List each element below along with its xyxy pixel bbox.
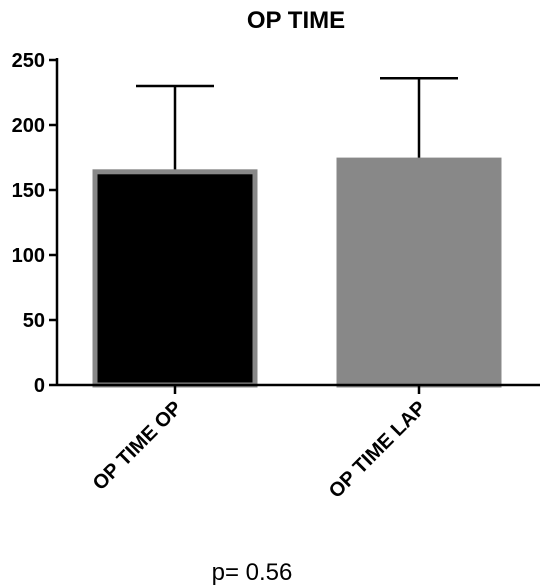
x-tick-label: OP TIME OP [89, 397, 187, 495]
y-tick-label: 150 [12, 180, 45, 202]
bar [336, 157, 502, 388]
bar [92, 169, 258, 388]
plot-area: 0 50 100 150 200 250 OP TIME OP OP TIME LAP [12, 50, 540, 503]
y-tick-label: 100 [12, 245, 45, 267]
x-tick-label: OP TIME LAP [325, 397, 431, 503]
chart-title: OP TIME [247, 7, 345, 34]
y-tick-label: 200 [12, 115, 45, 137]
p-value-annotation: p= 0.56 [212, 559, 293, 586]
y-tick-label: 50 [23, 310, 45, 332]
y-tick-label: 250 [12, 50, 45, 72]
y-tick-label: 0 [34, 375, 45, 397]
